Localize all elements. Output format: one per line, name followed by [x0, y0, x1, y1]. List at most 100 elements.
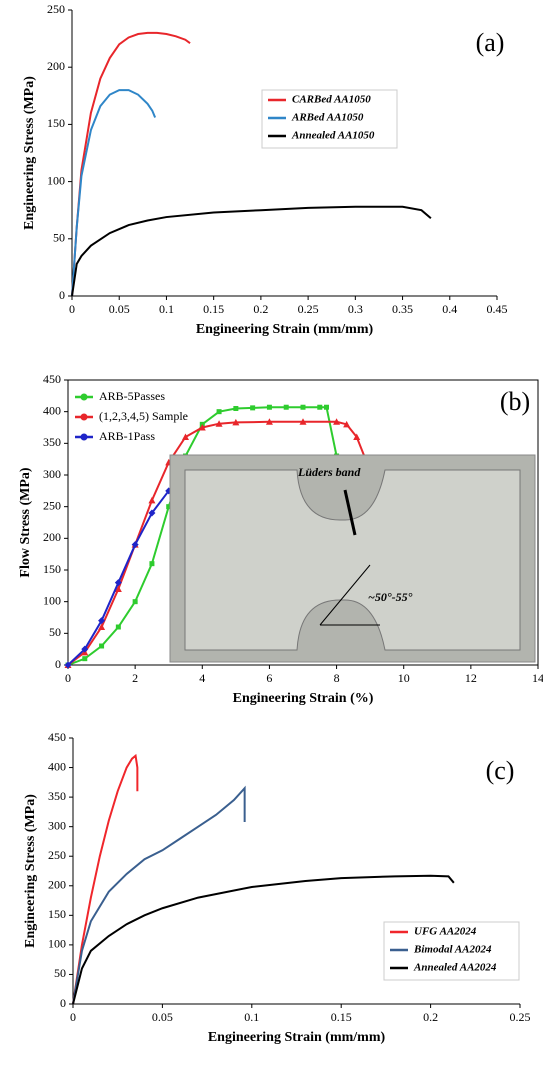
y-tick-label: 0 [60, 996, 66, 1010]
legend-label: CARBed AA1050 [292, 94, 371, 106]
x-tick-label: 0.25 [298, 302, 319, 316]
marker [198, 424, 206, 431]
x-tick-label: 0.15 [203, 302, 224, 316]
y-tick-label: 150 [43, 562, 61, 576]
x-tick-label: 14 [532, 671, 543, 685]
marker [265, 418, 273, 425]
line-series [71, 31, 191, 297]
x-tick-label: 0 [70, 1010, 76, 1024]
y-tick-label: 200 [47, 59, 65, 73]
panel-label: (a) [476, 28, 505, 57]
y-tick-label: 350 [48, 789, 66, 803]
marker [353, 433, 361, 440]
y-tick-label: 150 [47, 116, 65, 130]
legend-marker [80, 433, 88, 441]
x-tick-label: 0 [65, 671, 71, 685]
marker [148, 509, 156, 517]
x-axis-title: Engineering Strain (%) [233, 691, 374, 706]
marker [98, 617, 106, 625]
marker [131, 541, 139, 549]
y-tick-label: 350 [43, 435, 61, 449]
y-tick-label: 150 [48, 907, 66, 921]
y-tick-label: 300 [43, 467, 61, 481]
marker [149, 561, 155, 567]
y-tick-label: 250 [47, 2, 65, 16]
marker [283, 404, 289, 410]
y-axis-title: Engineering Stress (MPa) [23, 794, 38, 948]
marker [114, 585, 122, 592]
legend-label: Bimodal AA2024 [413, 944, 492, 956]
y-tick-label: 50 [54, 966, 66, 980]
angle-lines [319, 564, 380, 626]
y-tick-label: 250 [48, 848, 66, 862]
marker [300, 404, 306, 410]
legend-label: Annealed AA2024 [413, 962, 497, 974]
marker [166, 504, 172, 510]
marker [99, 643, 105, 649]
x-tick-label: 4 [199, 671, 205, 685]
y-tick-label: 100 [47, 173, 65, 187]
arrow [343, 489, 357, 536]
y-tick-label: 250 [43, 498, 61, 512]
y-tick-label: 0 [59, 288, 65, 302]
marker [148, 496, 156, 504]
x-tick-label: 0.05 [109, 302, 130, 316]
legend-label: ARBed AA1050 [291, 112, 364, 124]
marker [115, 624, 121, 630]
y-tick-label: 400 [48, 759, 66, 773]
x-tick-label: 12 [465, 671, 477, 685]
legend-label: Annealed AA1050 [291, 130, 375, 142]
y-axis-title: Engineering Stress (MPa) [22, 76, 37, 230]
marker [182, 433, 189, 440]
panel-label: (b) [500, 387, 530, 416]
y-tick-label: 300 [48, 818, 66, 832]
panel: 0 0.05 0.1 0.15 0.2 0.25 0 50 100 150 200 250 300 350… [23, 730, 530, 1045]
legend-marker [80, 413, 88, 421]
marker [343, 420, 351, 428]
x-tick-label: 0.1 [244, 1010, 259, 1024]
marker [82, 656, 88, 662]
marker [324, 404, 329, 410]
marker [333, 418, 341, 425]
marker [215, 420, 223, 427]
marker [114, 579, 122, 587]
x-tick-label: 0.35 [392, 302, 413, 316]
marker [250, 405, 256, 411]
x-tick-label: 0.1 [159, 302, 174, 316]
panel: 0 2 4 6 8 10 12 14 0 50 100 150 200 250 300 350 400 450 En… [18, 372, 543, 706]
y-tick-label: 100 [43, 593, 61, 607]
plot-frame [67, 379, 539, 666]
legend-label: ARB-1Pass [99, 429, 155, 443]
x-tick-label: 0.45 [487, 302, 508, 316]
marker [98, 623, 106, 630]
line-series [71, 89, 157, 297]
marker [233, 406, 239, 411]
x-tick-label: 0.05 [152, 1010, 173, 1024]
y-tick-label: 450 [43, 372, 61, 386]
y-tick-label: 450 [48, 730, 66, 744]
x-tick-label: 0.4 [442, 302, 457, 316]
x-tick-label: 0.25 [510, 1010, 531, 1024]
y-tick-label: 50 [53, 231, 65, 245]
marker [299, 418, 307, 425]
y-tick-label: 200 [48, 878, 66, 892]
x-tick-label: 10 [398, 671, 410, 685]
panel: 0 0.05 0.1 0.15 0.2 0.25 0.3 0.35 0.4 0.45 0 50 100 1… [22, 2, 507, 337]
line-series [72, 785, 246, 1005]
x-tick-label: 6 [266, 671, 272, 685]
legend-label: ARB-5Passes [99, 389, 165, 403]
marker [64, 661, 72, 669]
panel-label: (c) [486, 756, 515, 785]
line-series [72, 874, 455, 1005]
legend-label: (1,2,3,4,5) Sample [99, 409, 188, 423]
inset-label: ~50°-55° [368, 590, 413, 604]
x-tick-label: 0 [69, 302, 75, 316]
y-tick-label: 100 [48, 937, 66, 951]
y-tick-label: 200 [43, 530, 61, 544]
line-series [72, 753, 139, 1005]
marker [317, 404, 323, 410]
x-tick-label: 8 [334, 671, 340, 685]
marker [81, 645, 89, 653]
specimen [184, 469, 521, 651]
